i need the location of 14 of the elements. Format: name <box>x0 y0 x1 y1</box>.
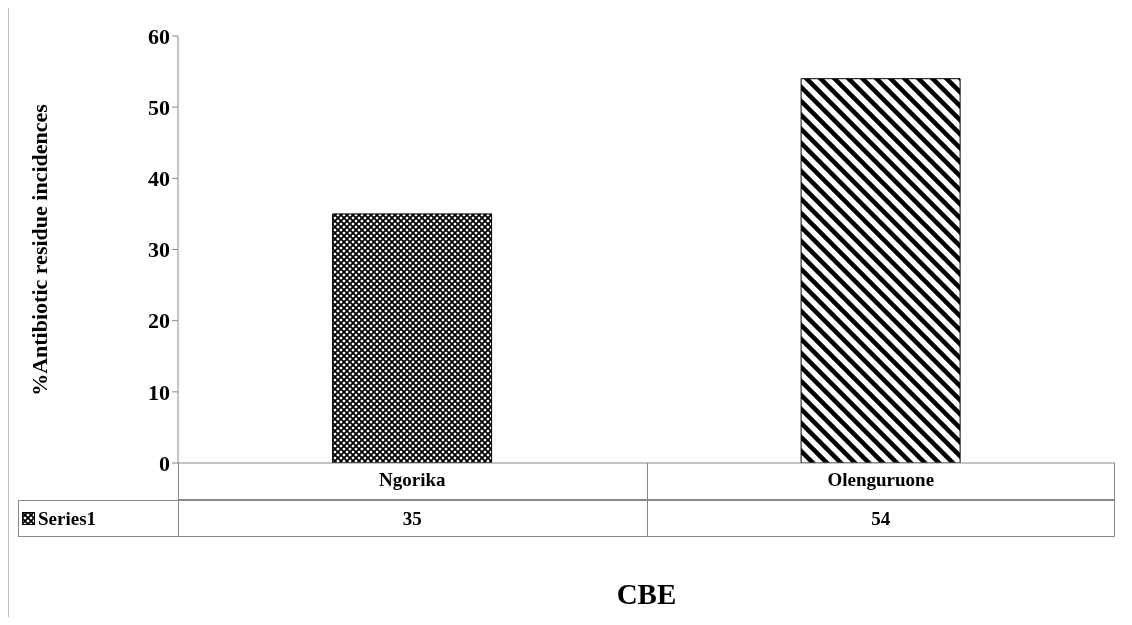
data-label: 54 <box>870 506 892 531</box>
x-tick-label: Ngorika <box>379 469 446 491</box>
x-tick-label: Olenguruone <box>827 469 935 491</box>
y-tick-label: 30 <box>148 237 170 263</box>
legend-label: Series1 <box>38 507 97 530</box>
data-label: 35 <box>401 506 423 531</box>
y-tick-label: 60 <box>148 23 170 49</box>
x-axis-title: CBE <box>615 578 678 611</box>
y-tick-label: 20 <box>148 308 170 334</box>
y-tick-label: 40 <box>148 166 170 192</box>
y-tick-label: 10 <box>148 379 170 405</box>
y-tick-label: 50 <box>148 94 170 120</box>
y-tick-label: 0 <box>159 450 170 476</box>
y-axis-title: %Antibiotic residue incidences <box>27 103 53 396</box>
